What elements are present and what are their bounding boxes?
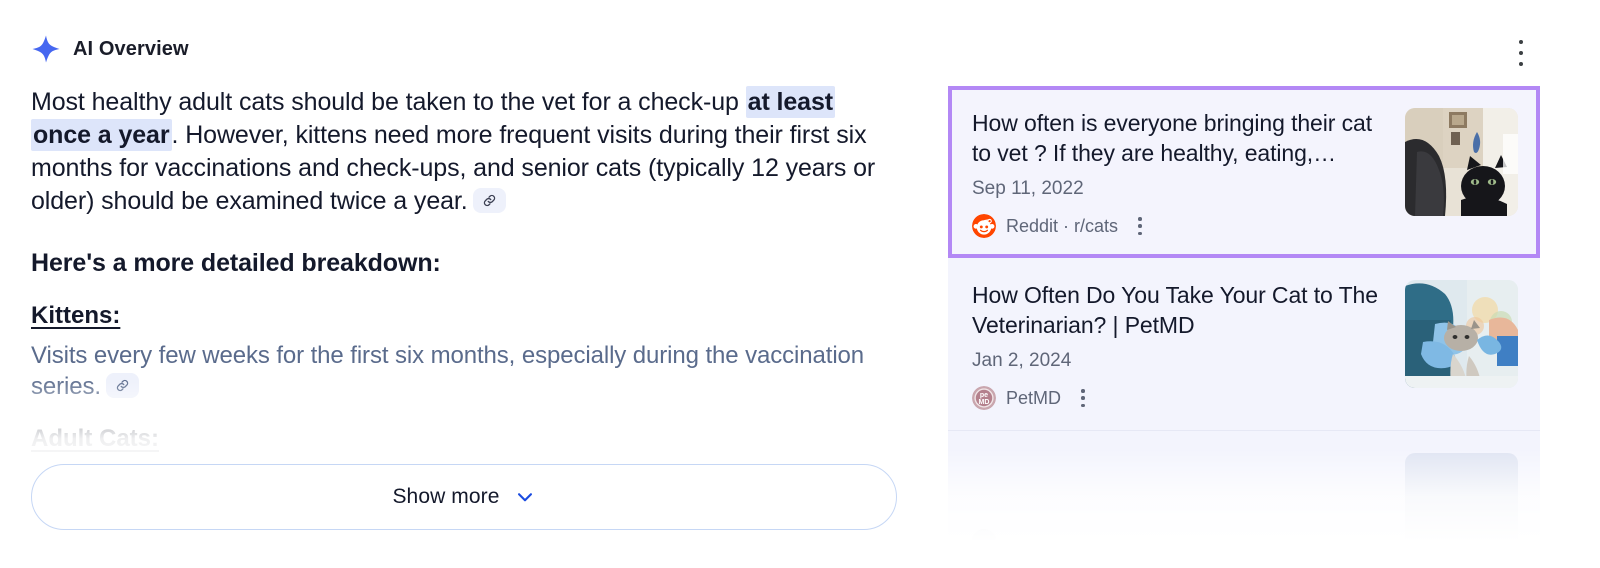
source-meta: pe MD PetMD [972, 386, 1389, 410]
show-more-button[interactable]: Show more [31, 464, 897, 530]
sources-panel: How often is everyone bringing their cat… [948, 0, 1600, 568]
source-title: How Often Do You Take Your Cat to The Ve… [972, 282, 1378, 338]
source-date: Jan 2, 2024 [972, 350, 1072, 371]
source-name: PetMD [1006, 387, 1062, 408]
ai-answer-body: Most healthy adult cats should be taken … [31, 86, 891, 454]
source-name: Reddit · r/cats [1006, 215, 1119, 236]
sources-list: How often is everyone bringing their cat… [948, 86, 1544, 568]
sparkle-icon [31, 34, 61, 64]
svg-text:MD: MD [979, 399, 990, 406]
source-meta: Reddit · r/cats [972, 214, 1389, 238]
answer-text-before: Most healthy adult cats should be taken … [31, 88, 746, 116]
link-icon[interactable] [106, 373, 139, 399]
list-item[interactable]: How Often Do You Take Your Cat to The Ve… [948, 258, 1540, 430]
more-options-icon[interactable] [1510, 40, 1532, 66]
more-options-icon[interactable] [1132, 217, 1148, 235]
show-more-label: Show more [392, 485, 500, 508]
source-card-content: How often is everyone bringing their cat… [972, 108, 1389, 238]
answer-text-after: . However, kittens need more frequent vi… [31, 121, 876, 215]
source-title: How often is everyone bringing their cat… [972, 110, 1372, 166]
svg-text:pe: pe [980, 392, 988, 399]
source-title [972, 453, 1389, 483]
page-title: AI Overview [73, 37, 189, 60]
answer-paragraph: Most healthy adult cats should be taken … [31, 86, 891, 218]
breakdown-heading: Here's a more detailed breakdown: [31, 249, 441, 277]
source-card-content: How Often Do You Take Your Cat to The Ve… [972, 280, 1389, 410]
list-item[interactable] [948, 431, 1540, 568]
more-options-icon[interactable] [1075, 389, 1091, 407]
source-date [972, 492, 1389, 516]
source-thumbnail [1405, 108, 1518, 216]
source-thumbnail [1405, 453, 1518, 561]
source-card-content [972, 453, 1389, 561]
petmd-icon: pe MD [972, 386, 996, 410]
section-text-kittens: Visits every few weeks for the first six… [31, 340, 891, 402]
ai-overview-header: AI Overview [31, 34, 189, 64]
generic-favicon [972, 529, 996, 553]
source-date: Sep 11, 2022 [972, 178, 1084, 199]
section-label-adult-cats: Adult Cats: [31, 425, 159, 452]
list-item[interactable]: How often is everyone bringing their cat… [948, 86, 1540, 258]
section-label-kittens: Kittens: [31, 302, 121, 329]
divider [948, 430, 1540, 431]
chevron-down-icon [514, 486, 536, 508]
reddit-icon [972, 214, 996, 238]
link-icon[interactable] [472, 187, 506, 213]
source-thumbnail [1405, 280, 1518, 388]
ai-overview-left-column: AI Overview Most healthy adult cats shou… [0, 34, 930, 530]
source-meta [972, 529, 1389, 553]
section-text-kittens-body: Visits every few weeks for the first six… [31, 342, 865, 400]
